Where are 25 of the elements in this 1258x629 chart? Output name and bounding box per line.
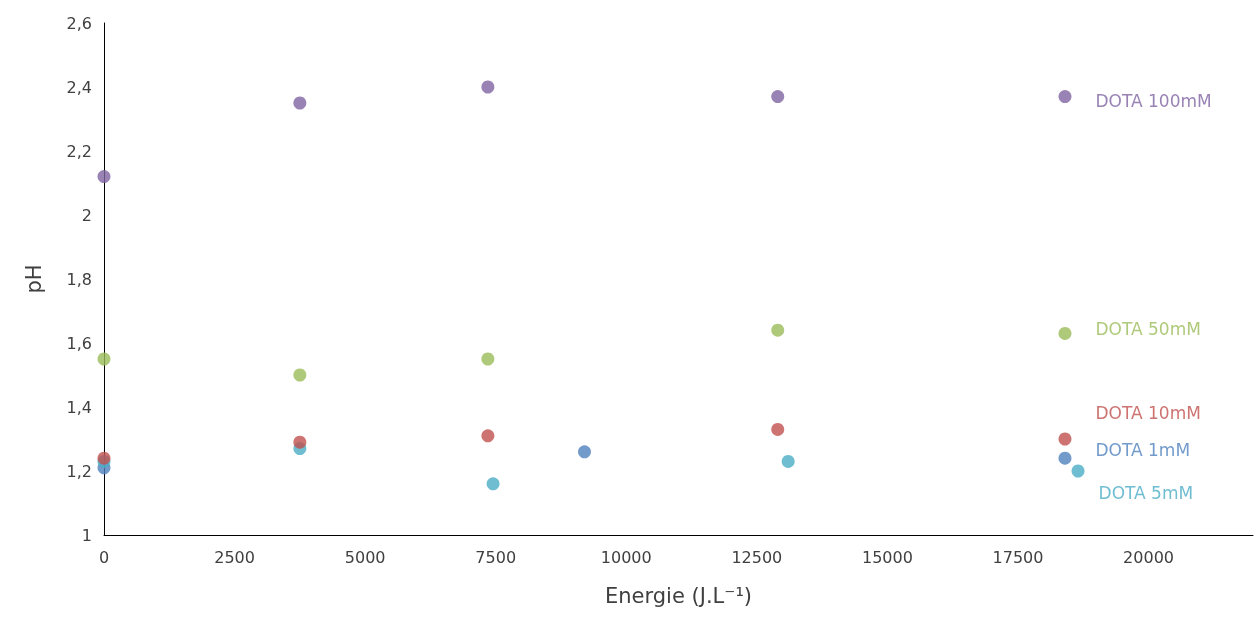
- series-label: DOTA 100mM: [1095, 90, 1212, 111]
- series-label: DOTA 10mM: [1095, 403, 1201, 423]
- series-label: DOTA 5mM: [1098, 483, 1194, 503]
- y-tick-label: 2,2: [66, 141, 92, 161]
- x-tick-label: 0: [98, 547, 110, 567]
- x-tick-label: 10000: [600, 547, 652, 567]
- x-tick-label: 15000: [861, 547, 913, 567]
- y-tick-label: 2: [81, 205, 92, 225]
- y-tick-label: 1,2: [66, 461, 92, 481]
- y-tick-label: 2,6: [66, 13, 92, 33]
- series-label: DOTA 50mM: [1095, 319, 1201, 340]
- x-tick-label: 20000: [1123, 547, 1174, 567]
- x-tick-label: 17500: [992, 547, 1044, 567]
- y-tick-label: 2,4: [66, 77, 92, 97]
- y-axis-title: pH: [21, 264, 46, 294]
- x-tick-label: 5000: [344, 547, 386, 567]
- y-tick-label: 1,6: [66, 333, 92, 353]
- y-tick-label: 1,8: [66, 269, 92, 289]
- series-label: DOTA 1mM: [1095, 440, 1191, 461]
- x-tick-label: 12500: [731, 547, 783, 567]
- x-tick-label: 2500: [214, 547, 255, 567]
- y-tick-label: 1: [81, 525, 92, 545]
- x-axis-title: Energie (J.L⁻¹): [605, 583, 752, 608]
- y-tick-label: 1,4: [66, 397, 92, 417]
- x-tick-label: 7500: [475, 547, 517, 567]
